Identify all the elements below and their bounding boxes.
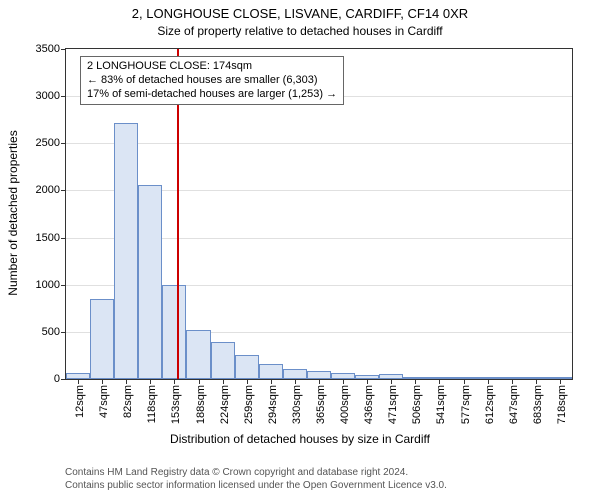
x-tick — [247, 379, 248, 384]
histogram-bar — [114, 123, 138, 379]
x-tick-label: 153sqm — [170, 385, 182, 424]
x-tick-label: 365sqm — [315, 385, 327, 424]
x-tick — [391, 379, 392, 384]
page-subtitle: Size of property relative to detached ho… — [0, 24, 600, 38]
x-tick-label: 118sqm — [146, 385, 158, 423]
y-axis-label: Number of detached properties — [6, 130, 20, 295]
x-tick-label: 224sqm — [219, 385, 231, 424]
x-tick-label: 400sqm — [339, 385, 351, 424]
histogram-bar — [162, 285, 186, 379]
credits-line: Contains public sector information licen… — [65, 479, 447, 492]
x-tick-label: 471sqm — [387, 385, 399, 424]
x-tick — [150, 379, 151, 384]
x-tick-label: 12sqm — [74, 385, 86, 418]
x-tick — [199, 379, 200, 384]
x-tick — [319, 379, 320, 384]
histogram-bar — [235, 355, 259, 379]
x-tick — [512, 379, 513, 384]
x-tick — [271, 379, 272, 384]
x-tick — [295, 379, 296, 384]
y-tick-label: 3500 — [36, 43, 66, 55]
y-tick-label: 1000 — [36, 279, 66, 291]
x-tick — [223, 379, 224, 384]
x-tick-label: 577sqm — [460, 385, 472, 424]
y-tick-label: 2500 — [36, 137, 66, 149]
histogram-bar — [186, 330, 210, 379]
x-tick — [488, 379, 489, 384]
x-tick-label: 436sqm — [363, 385, 375, 424]
x-tick-label: 330sqm — [291, 385, 303, 424]
y-tick-label: 2000 — [36, 184, 66, 196]
histogram-bar — [211, 342, 235, 379]
x-tick-label: 82sqm — [122, 385, 134, 418]
x-tick-label: 506sqm — [411, 385, 423, 424]
credits-line: Contains HM Land Registry data © Crown c… — [65, 466, 447, 479]
y-tick-label: 500 — [42, 326, 66, 338]
x-tick-label: 612sqm — [484, 385, 496, 424]
x-tick-label: 259sqm — [243, 385, 255, 424]
x-tick — [126, 379, 127, 384]
annotation-line: 2 LONGHOUSE CLOSE: 174sqm — [87, 60, 337, 74]
x-tick-label: 718sqm — [556, 385, 568, 424]
histogram-bar — [283, 369, 307, 379]
x-tick-label: 541sqm — [435, 385, 447, 424]
histogram-bar — [90, 299, 114, 379]
annotation-box: 2 LONGHOUSE CLOSE: 174sqm ← 83% of detac… — [80, 56, 344, 105]
histogram-bar — [307, 371, 331, 379]
x-tick-label: 47sqm — [98, 385, 110, 418]
x-tick-label: 683sqm — [532, 385, 544, 424]
annotation-line: ← 83% of detached houses are smaller (6,… — [87, 74, 337, 88]
x-tick — [102, 379, 103, 384]
x-tick-label: 647sqm — [508, 385, 520, 424]
y-tick-label: 1500 — [36, 232, 66, 244]
x-tick — [343, 379, 344, 384]
x-tick — [439, 379, 440, 384]
x-tick — [560, 379, 561, 384]
x-tick — [78, 379, 79, 384]
x-tick — [174, 379, 175, 384]
x-tick — [536, 379, 537, 384]
x-axis-label: Distribution of detached houses by size … — [0, 432, 600, 446]
x-tick — [415, 379, 416, 384]
x-tick — [367, 379, 368, 384]
x-tick-label: 188sqm — [195, 385, 207, 424]
histogram-bar — [138, 185, 162, 379]
annotation-line: 17% of semi-detached houses are larger (… — [87, 88, 337, 102]
credits-block: Contains HM Land Registry data © Crown c… — [65, 466, 447, 492]
histogram-bar — [259, 364, 283, 379]
y-tick-label: 3000 — [36, 90, 66, 102]
root-container: 2, LONGHOUSE CLOSE, LISVANE, CARDIFF, CF… — [0, 0, 600, 500]
grid-line — [66, 143, 572, 144]
x-tick-label: 294sqm — [267, 385, 279, 424]
x-tick — [464, 379, 465, 384]
y-tick-label: 0 — [54, 373, 66, 385]
page-title: 2, LONGHOUSE CLOSE, LISVANE, CARDIFF, CF… — [0, 6, 600, 21]
